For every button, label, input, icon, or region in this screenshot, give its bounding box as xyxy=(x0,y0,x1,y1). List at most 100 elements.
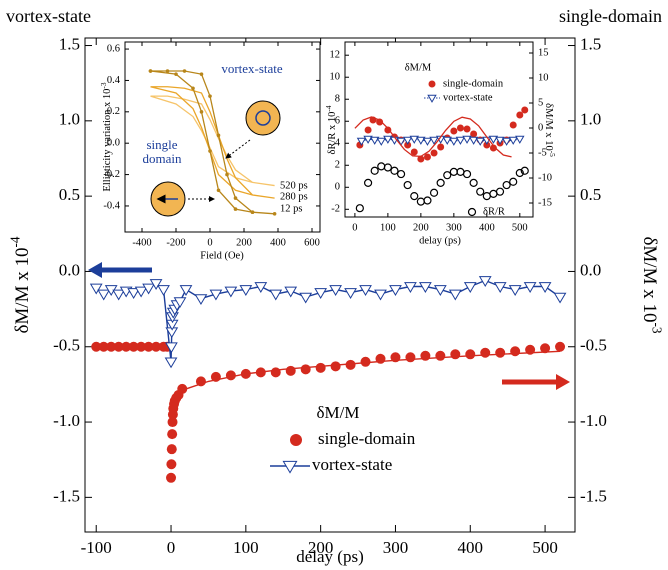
legend-label: vortex-state xyxy=(312,455,392,474)
marker-circle xyxy=(143,341,154,352)
marker-triangle xyxy=(462,135,472,144)
axis-title-text: δM/M x 10 xyxy=(12,248,33,334)
x-tick-label: 300 xyxy=(383,538,409,557)
y2-tick-label: 10 xyxy=(538,72,549,83)
marker-triangle xyxy=(449,137,459,146)
marker-triangle xyxy=(134,286,148,298)
marker-dot xyxy=(233,207,238,211)
axis-title: δM/M x 10-5 xyxy=(543,103,558,157)
annotation: domain xyxy=(143,151,182,166)
x-tick-label: 400 xyxy=(458,538,484,557)
y2-tick-label: 5 xyxy=(538,97,543,108)
y2-tick-label: -15 xyxy=(538,197,552,208)
marker-circle xyxy=(360,356,371,367)
y-tick-label: -0.4 xyxy=(103,200,120,211)
marker-open-circle xyxy=(403,180,412,190)
axis-title-exponent: -3 xyxy=(650,322,665,333)
marker-open-circle xyxy=(462,169,472,179)
marker-triangle xyxy=(369,136,380,145)
marker-triangle xyxy=(209,289,223,301)
legend-title: δM/M xyxy=(405,62,432,73)
marker-triangle xyxy=(416,136,426,145)
x-tick-label: 0 xyxy=(167,538,176,557)
marker-triangle xyxy=(433,285,447,297)
y-tick-label: 2 xyxy=(335,160,340,171)
marker-open-circle xyxy=(495,187,505,196)
marker-open-circle xyxy=(515,168,524,178)
x-tick-label: 100 xyxy=(233,538,259,557)
marker-open-circle xyxy=(383,163,392,172)
marker-dot xyxy=(250,210,255,215)
y-tick-label: 0.6 xyxy=(107,43,120,54)
red-arrowhead xyxy=(556,374,570,390)
marker-circle xyxy=(450,127,458,135)
x-tick-label: 100 xyxy=(380,222,396,233)
marker-triangle xyxy=(523,282,537,293)
marker-circle xyxy=(450,349,461,360)
marker-open-circle xyxy=(410,191,419,201)
marker-dot xyxy=(182,69,187,73)
plot-frame xyxy=(84,37,576,533)
marker-triangle xyxy=(402,136,413,145)
marker-triangle xyxy=(97,289,111,301)
marker-triangle xyxy=(508,285,522,297)
marker-dot xyxy=(216,133,221,138)
marker-circle xyxy=(405,352,416,363)
marker-dot xyxy=(191,86,195,91)
marker-triangle xyxy=(299,292,313,304)
x-tick-label: 400 xyxy=(270,237,286,248)
inset-icons xyxy=(150,100,281,217)
marker-triangle xyxy=(404,282,417,293)
marker-dot xyxy=(216,188,221,193)
marker-circle xyxy=(489,144,497,152)
marker-triangle xyxy=(553,292,567,304)
marker-circle xyxy=(166,472,177,483)
y-tick-label: -0.5 xyxy=(53,336,80,355)
y2-tick-label: -1.0 xyxy=(580,411,607,430)
y2-tick-label: 0.5 xyxy=(580,185,601,204)
vortex-loop xyxy=(255,110,271,126)
marker-circle xyxy=(465,349,476,360)
axis-title-exponent: -4 xyxy=(7,236,22,247)
y-tick-label: 0.4 xyxy=(107,75,121,86)
marker-circle xyxy=(435,350,446,361)
marker-triangle xyxy=(269,289,283,301)
axis-title-exponent: -3 xyxy=(98,82,107,88)
y2-tick-label: 15 xyxy=(538,47,549,58)
marker-triangle xyxy=(419,282,432,293)
marker-dot xyxy=(174,72,178,76)
series-line xyxy=(150,70,275,215)
marker-circle xyxy=(404,141,412,149)
marker-triangle xyxy=(538,282,552,293)
y2-tick-label: 1.5 xyxy=(580,34,601,53)
marker-open-circle xyxy=(469,178,478,187)
main-chart: -100 0 100 200 300 400 500-1.5-1.0-0.50.00.51.… xyxy=(6,6,665,566)
y-tick-label: -1.0 xyxy=(53,411,80,430)
x-tick-label: -200 xyxy=(166,237,185,248)
marker-circle xyxy=(423,153,431,161)
marker-dot xyxy=(233,196,238,200)
x-tick-label: 200 xyxy=(236,237,252,248)
marker-triangle xyxy=(501,137,512,146)
marker-circle xyxy=(106,341,117,352)
marker-dot xyxy=(165,69,170,73)
marker-triangle xyxy=(164,357,178,369)
marker-triangle xyxy=(363,135,373,144)
marker-circle xyxy=(510,346,521,357)
marker-triangle xyxy=(194,294,208,306)
marker-circle xyxy=(384,126,392,134)
marker-open-circle xyxy=(370,166,379,175)
marker-triangle xyxy=(429,136,439,145)
axis-title-text: δM/M x 10 xyxy=(543,103,554,151)
decorations xyxy=(88,262,570,390)
axis-title-exponent: -4 xyxy=(323,105,332,111)
marker-open-circle xyxy=(520,166,529,175)
marker-open-circle xyxy=(363,178,373,187)
y2-tick-label: -0.5 xyxy=(580,336,607,355)
x-tick-label: 500 xyxy=(532,538,558,557)
marker-open-circle xyxy=(429,188,439,197)
legend-marker xyxy=(467,207,477,217)
marker-circle xyxy=(300,364,311,375)
x-axis-title: Field (Oe) xyxy=(200,250,244,261)
marker-circle xyxy=(315,362,326,373)
